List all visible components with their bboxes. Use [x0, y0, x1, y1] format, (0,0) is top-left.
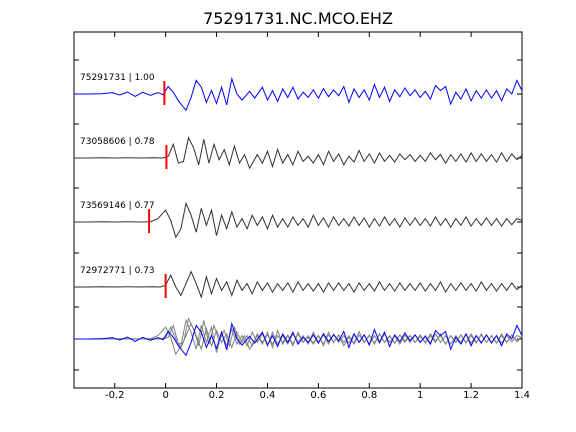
overlay-stack [74, 317, 523, 357]
trace-label: 75291731 | 1.00 [80, 73, 155, 83]
trace-row: 75291731 | 1.00 [74, 73, 523, 112]
x-tick-label: 0.6 [310, 390, 326, 401]
trace-label: 73569146 | 0.77 [80, 201, 155, 211]
trace-line [74, 201, 523, 239]
overlay-trace [74, 317, 523, 351]
x-tick-label: 1.2 [463, 390, 479, 401]
trace-row: 72972771 | 0.73 [74, 266, 523, 299]
x-ticks: -0.2 0 0.2 0.4 0.6 0.8 1 1.2 1.4 [105, 32, 530, 401]
trace-row: 73058606 | 0.78 [74, 136, 523, 170]
trace-row: 73569146 | 0.77 [74, 201, 523, 239]
x-tick-label: 1.4 [514, 390, 530, 401]
trace-label: 72972771 | 0.73 [80, 266, 155, 276]
x-tick-label: 0.4 [260, 390, 276, 401]
trace-line [74, 270, 523, 299]
trace-label: 73058606 | 0.78 [80, 137, 155, 147]
x-tick-label: -0.2 [105, 390, 125, 401]
overlay-trace [74, 321, 523, 357]
overlay-trace [74, 318, 523, 356]
chart-title: 75291731.NC.MCO.EHZ [203, 9, 393, 28]
x-tick-label: 1 [417, 390, 423, 401]
x-tick-label: 0.8 [361, 390, 377, 401]
trace-line [74, 136, 523, 170]
x-tick-label: 0.2 [209, 390, 225, 401]
x-tick-label: 0 [162, 390, 168, 401]
trace-line [74, 76, 523, 112]
trace-rows: 75291731 | 1.00 73058606 | 0.78 73569146 |… [74, 73, 523, 299]
